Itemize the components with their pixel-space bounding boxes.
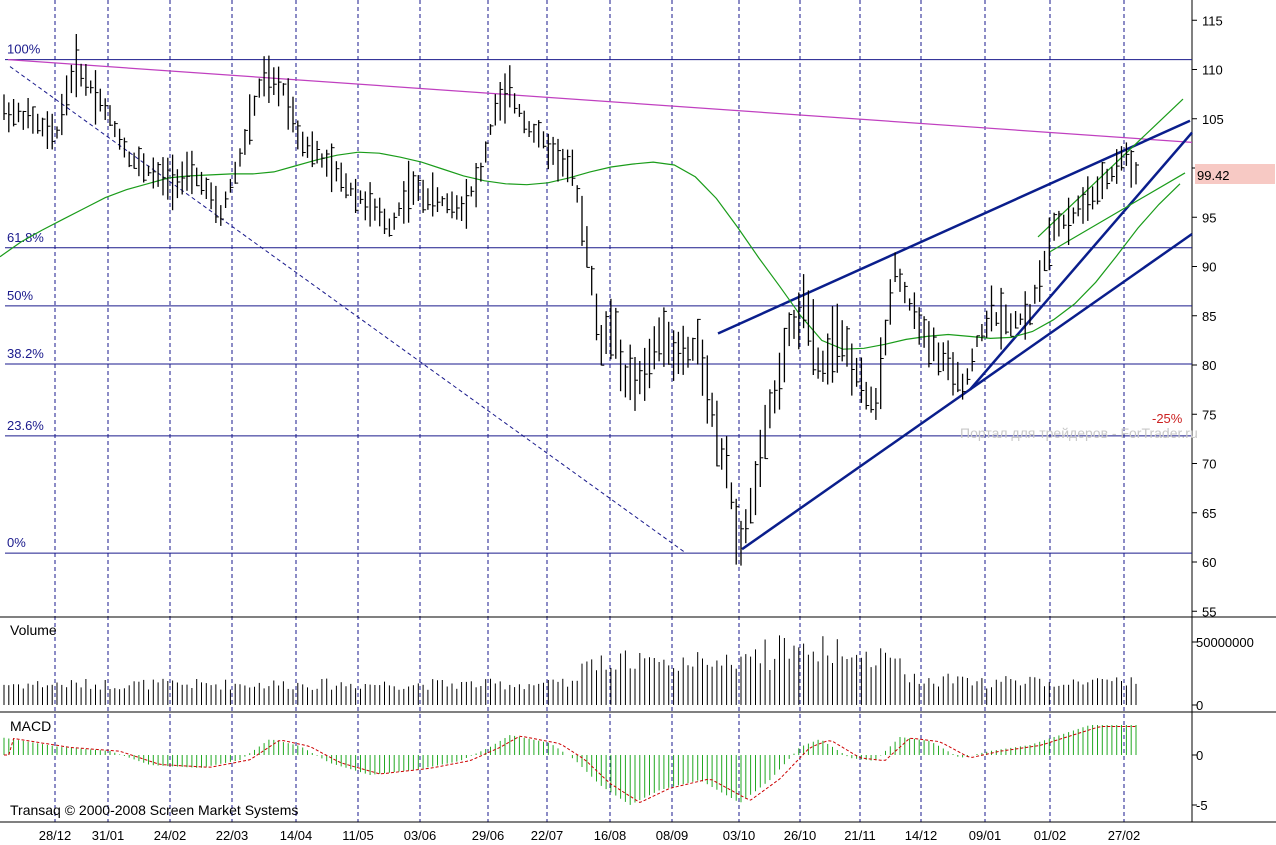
x-tick-label: 01/02 — [1034, 828, 1067, 843]
volume-tick-label: 0 — [1196, 698, 1203, 713]
fib-label: 100% — [7, 42, 41, 57]
macd-tick-label: -5 — [1196, 798, 1208, 813]
retracement-diagonal — [9, 66, 687, 554]
price-tick-label: 75 — [1202, 407, 1216, 422]
x-tick-label: 14/04 — [280, 828, 313, 843]
macd-title: MACD — [10, 718, 51, 734]
x-tick-label: 09/01 — [969, 828, 1002, 843]
fib-label: 0% — [7, 535, 26, 550]
price-tick-label: 95 — [1202, 210, 1216, 225]
watermark: Портал для трейдеров - ForTrader.ru — [960, 425, 1198, 441]
price-tick-label: 105 — [1202, 112, 1224, 127]
channel-line-green-bottom — [1049, 172, 1186, 253]
macd-tick-label: 0 — [1196, 748, 1203, 763]
price-tick-label: 65 — [1202, 506, 1216, 521]
x-tick-label: 31/01 — [92, 828, 125, 843]
price-bars — [3, 34, 1139, 566]
x-tick-label: 29/06 — [472, 828, 505, 843]
x-tick-label: 27/02 — [1108, 828, 1141, 843]
fib-label: 23.6% — [7, 418, 44, 433]
macd-histogram — [3, 725, 1137, 805]
channel-top-line — [717, 119, 1191, 335]
price-tick-label: 85 — [1202, 309, 1216, 324]
x-tick-label: 22/03 — [216, 828, 249, 843]
price-tick-label: 55 — [1202, 604, 1216, 619]
axes: 5560657075808590951001051101150500000000… — [39, 13, 1254, 843]
grid — [0, 0, 1276, 823]
x-tick-label: 03/10 — [723, 828, 756, 843]
percent-annotation: -25% — [1152, 411, 1183, 426]
x-tick-label: 24/02 — [154, 828, 187, 843]
x-tick-label: 03/06 — [404, 828, 437, 843]
fib-label: 38.2% — [7, 346, 44, 361]
price-tick-label: 80 — [1202, 358, 1216, 373]
fibonacci-levels: 100%61.8%50%38.2%23.6%0% — [5, 42, 1192, 554]
channel-line-green-top — [1037, 98, 1184, 238]
volume-title: Volume — [10, 622, 57, 638]
price-tick-label: 90 — [1202, 260, 1216, 275]
resistance-line — [7, 59, 1193, 143]
volume-bars — [3, 635, 1137, 705]
x-tick-label: 08/09 — [656, 828, 689, 843]
x-tick-label: 14/12 — [905, 828, 938, 843]
fib-label: 50% — [7, 288, 33, 303]
support-line-long — [741, 232, 1193, 551]
x-tick-label: 21/11 — [844, 828, 876, 843]
x-tick-label: 26/10 — [784, 828, 817, 843]
price-tick-label: 115 — [1202, 13, 1223, 28]
support-line-steep — [969, 131, 1193, 391]
price-tick-label: 70 — [1202, 457, 1216, 472]
x-tick-label: 28/12 — [39, 828, 72, 843]
price-tick-label: 110 — [1202, 63, 1223, 78]
x-tick-label: 11/05 — [342, 828, 374, 843]
volume-tick-label: 50000000 — [1196, 635, 1254, 650]
last-price-highlight — [1195, 164, 1275, 184]
last-price-label: 99.42 — [1197, 168, 1230, 183]
trend-lines — [7, 59, 1193, 554]
price-tick-label: 60 — [1202, 555, 1216, 570]
copyright-text: Transaq © 2000-2008 Screen Market System… — [10, 802, 298, 818]
x-tick-label: 16/08 — [594, 828, 627, 843]
x-tick-label: 22/07 — [531, 828, 564, 843]
